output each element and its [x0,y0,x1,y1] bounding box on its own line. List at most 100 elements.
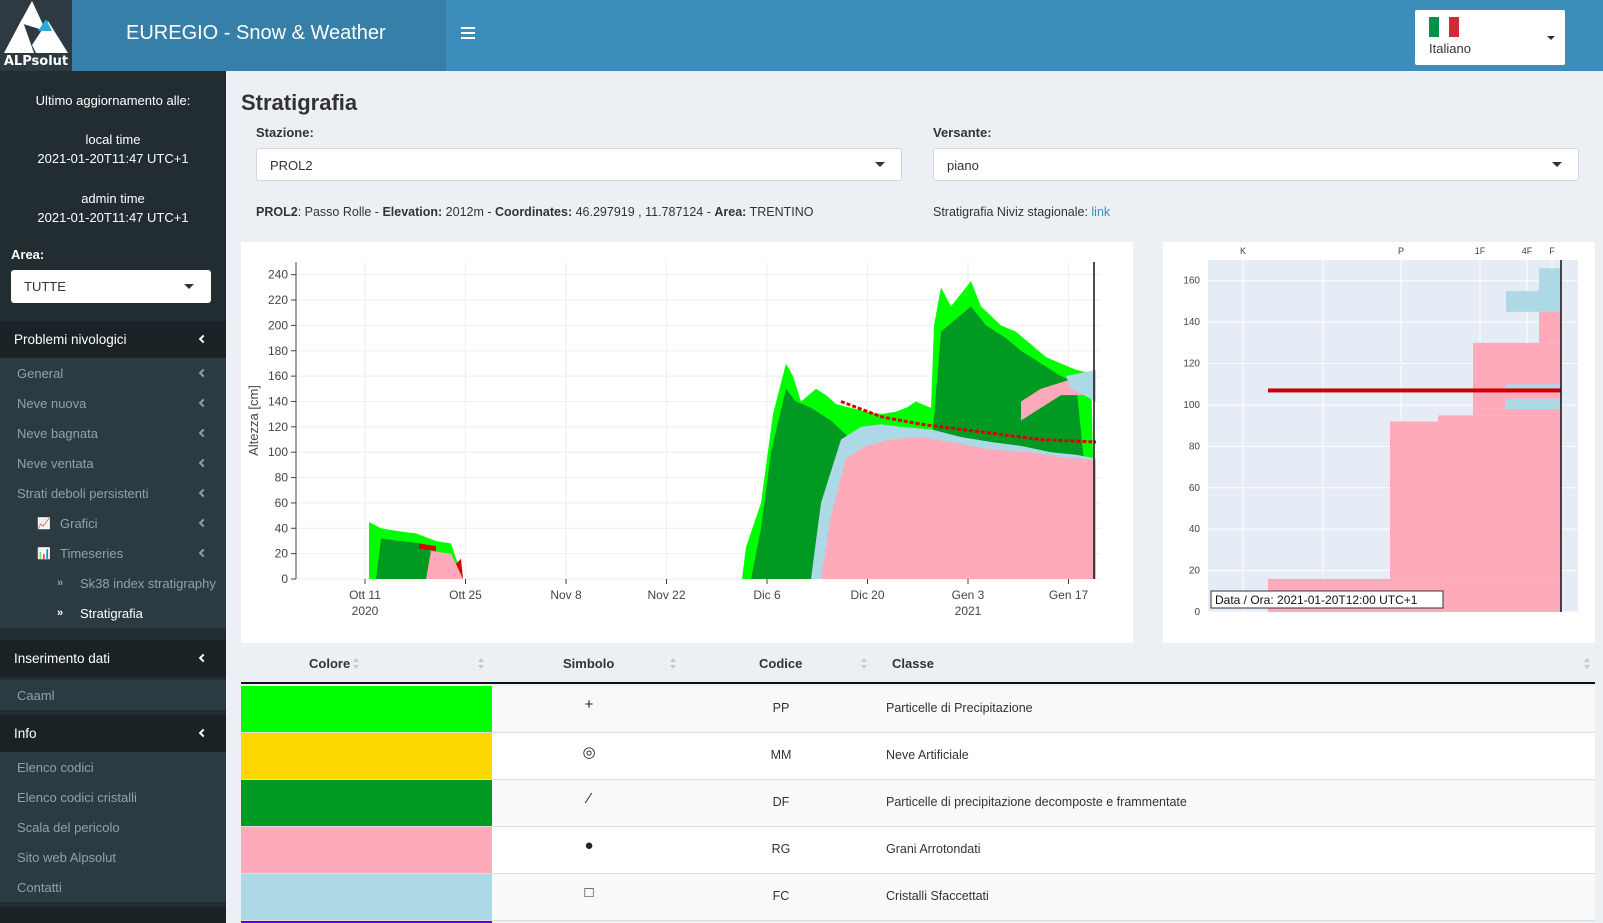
chevron-left-icon [198,653,208,663]
x-tick-label: Gen 17 [1049,588,1089,602]
sidebar-section-inserimento[interactable]: Inserimento dati [0,640,226,677]
admin-time-value: 2021-01-20T11:47 UTC+1 [37,210,189,225]
menu-toggle-icon[interactable] [461,27,475,39]
x-tick-label: Nov 8 [550,588,582,602]
chevron-down-icon [1547,36,1555,40]
x-tick-label: Dic 6 [753,588,781,602]
sidebar-item-neve-ventata[interactable]: Neve ventata [0,448,226,478]
grain-code: RG [771,842,791,856]
niviz-link[interactable]: link [1091,205,1111,219]
sidebar-item-caaml[interactable]: Caaml [0,680,226,710]
profile-layer [1505,398,1561,410]
x-tick-label: K [1240,246,1246,256]
sort-icon[interactable] [861,658,868,670]
slope-select[interactable]: piano [933,148,1579,181]
header-colore[interactable]: Colore [309,656,351,671]
double-chevron-right-icon: » [57,607,64,619]
grain-symbol: + [584,696,594,713]
grain-symbol: ⁄ [587,790,591,807]
profile-layer [1505,384,1561,389]
grain-class: Particelle di Precipitazione [886,701,1033,715]
table-row: ● RG Grani Arrotondati [241,827,1595,874]
y-tick-label: 180 [268,344,288,358]
color-swatch [241,686,492,732]
sidebar-section-info[interactable]: Info [0,715,226,752]
sidebar-item-neve-nuova[interactable]: Neve nuova [0,388,226,418]
sidebar-item-elenco-codici[interactable]: Elenco codici [0,752,226,782]
stratigraphy-timeseries-chart[interactable]: 0 20 40 60 80 100 120 140 160 180 200 220 240 Altezza… [241,242,1133,643]
y-tick-label: 0 [1194,607,1200,618]
x-tick-label: P [1398,246,1404,256]
y-axis-label: Altezza [cm] [246,385,261,456]
x-tick-label: Ott 25 [449,588,482,602]
sidebar-item-elenco-cristalli[interactable]: Elenco codici cristalli [0,782,226,812]
sort-icon[interactable] [1584,658,1591,670]
grain-code: FC [772,889,790,903]
local-time-label: local time [85,132,141,147]
grain-symbol: □ [584,884,594,901]
logo[interactable]: ALPsolut [0,0,72,71]
title-bar: EUREGIO - Snow & Weather [72,0,446,71]
chevron-down-icon [875,162,885,167]
header-classe[interactable]: Classe [892,656,934,671]
sidebar-item-general[interactable]: General [0,358,226,388]
grain-symbol: ● [584,837,594,854]
slope-label: Versante: [933,125,992,140]
sidebar-item-neve-bagnata[interactable]: Neve bagnata [0,418,226,448]
sidebar-item-sito-web[interactable]: Sito web Alpsolut [0,842,226,872]
sidebar-item-strati-deboli[interactable]: Strati deboli persistenti [0,478,226,508]
chevron-left-icon [198,368,208,378]
chevron-down-icon [184,284,194,289]
sidebar-item-grafici[interactable]: 📈 Grafici [0,508,226,538]
sidebar-item-sk38[interactable]: » Sk38 index stratigraphy [0,568,226,598]
language-selector[interactable]: Italiano [1415,10,1565,65]
table-row: + PP Particelle di Precipitazione [241,686,1595,733]
chevron-left-icon [198,428,208,438]
marker-line [1268,388,1561,393]
sidebar-item-stratigrafia[interactable]: » Stratigrafia [0,598,226,628]
sort-icon[interactable] [478,658,485,670]
y-tick-label: 100 [1183,400,1200,411]
y-tick-label: 220 [268,293,288,307]
table-row: ◎ MM Neve Artificiale [241,733,1595,780]
app-title: EUREGIO - Snow & Weather [126,22,386,44]
sidebar-section-problemi[interactable]: Problemi nivologici [0,321,226,358]
sidebar-section-more[interactable] [0,907,226,923]
table-row: ⁄ DF Particelle di precipitazione decompos… [241,780,1595,827]
stratigraphy-profile-chart[interactable]: 0 20 40 60 80 100 120 140 160 K P 1F 4F F Data / Ora: … [1163,242,1595,643]
table-row [241,921,492,923]
header-simbolo[interactable]: Simbolo [563,656,615,671]
grain-class: Grani Arrotondati [886,842,981,856]
color-swatch [241,780,492,826]
header-codice[interactable]: Codice [759,656,803,671]
y-tick-label: 60 [275,496,289,510]
layer-mf [456,558,463,579]
sort-icon[interactable] [353,658,360,670]
sidebar-item-contatti[interactable]: Contatti [0,872,226,902]
station-select[interactable]: PROL2 [256,148,902,181]
y-tick-label: 160 [1183,276,1200,287]
sidebar-item-scala-pericolo[interactable]: Scala del pericolo [0,812,226,842]
grain-symbol: ◎ [582,744,596,761]
y-tick-label: 200 [268,318,288,332]
y-tick-label: 20 [275,547,289,561]
y-tick-label: 80 [1189,441,1201,452]
timeseries-svg: 0 20 40 60 80 100 120 140 160 180 200 220 240 Altezza… [246,262,1101,618]
logo-text: ALPsolut [3,54,69,69]
x-tick-label: Dic 20 [850,588,884,602]
top-header: ALPsolut EUREGIO - Snow & Weather Italia… [0,0,1603,71]
profile-layer [1506,291,1561,312]
x-tick-label: Gen 3 [952,588,985,602]
y-tick-label: 60 [1189,483,1201,494]
y-tick-label: 160 [268,369,288,383]
sidebar-item-timeseries[interactable]: 📊 Timeseries [0,538,226,568]
y-tick-label: 20 [1189,566,1201,577]
table-row: □ FC Cristalli Sfaccettati [241,874,1595,921]
last-update-label: Ultimo aggiornamento alle: [35,93,191,108]
profile-layer [1539,311,1561,343]
sort-icon[interactable] [670,658,677,670]
area-select[interactable]: TUTTE [11,270,211,303]
grain-code: DF [772,795,790,809]
chevron-left-icon [198,334,208,344]
color-swatch [241,827,492,873]
